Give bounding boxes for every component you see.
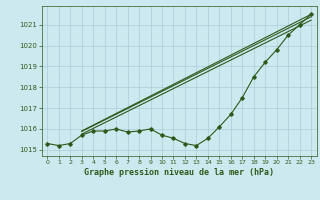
X-axis label: Graphe pression niveau de la mer (hPa): Graphe pression niveau de la mer (hPa)	[84, 168, 274, 177]
